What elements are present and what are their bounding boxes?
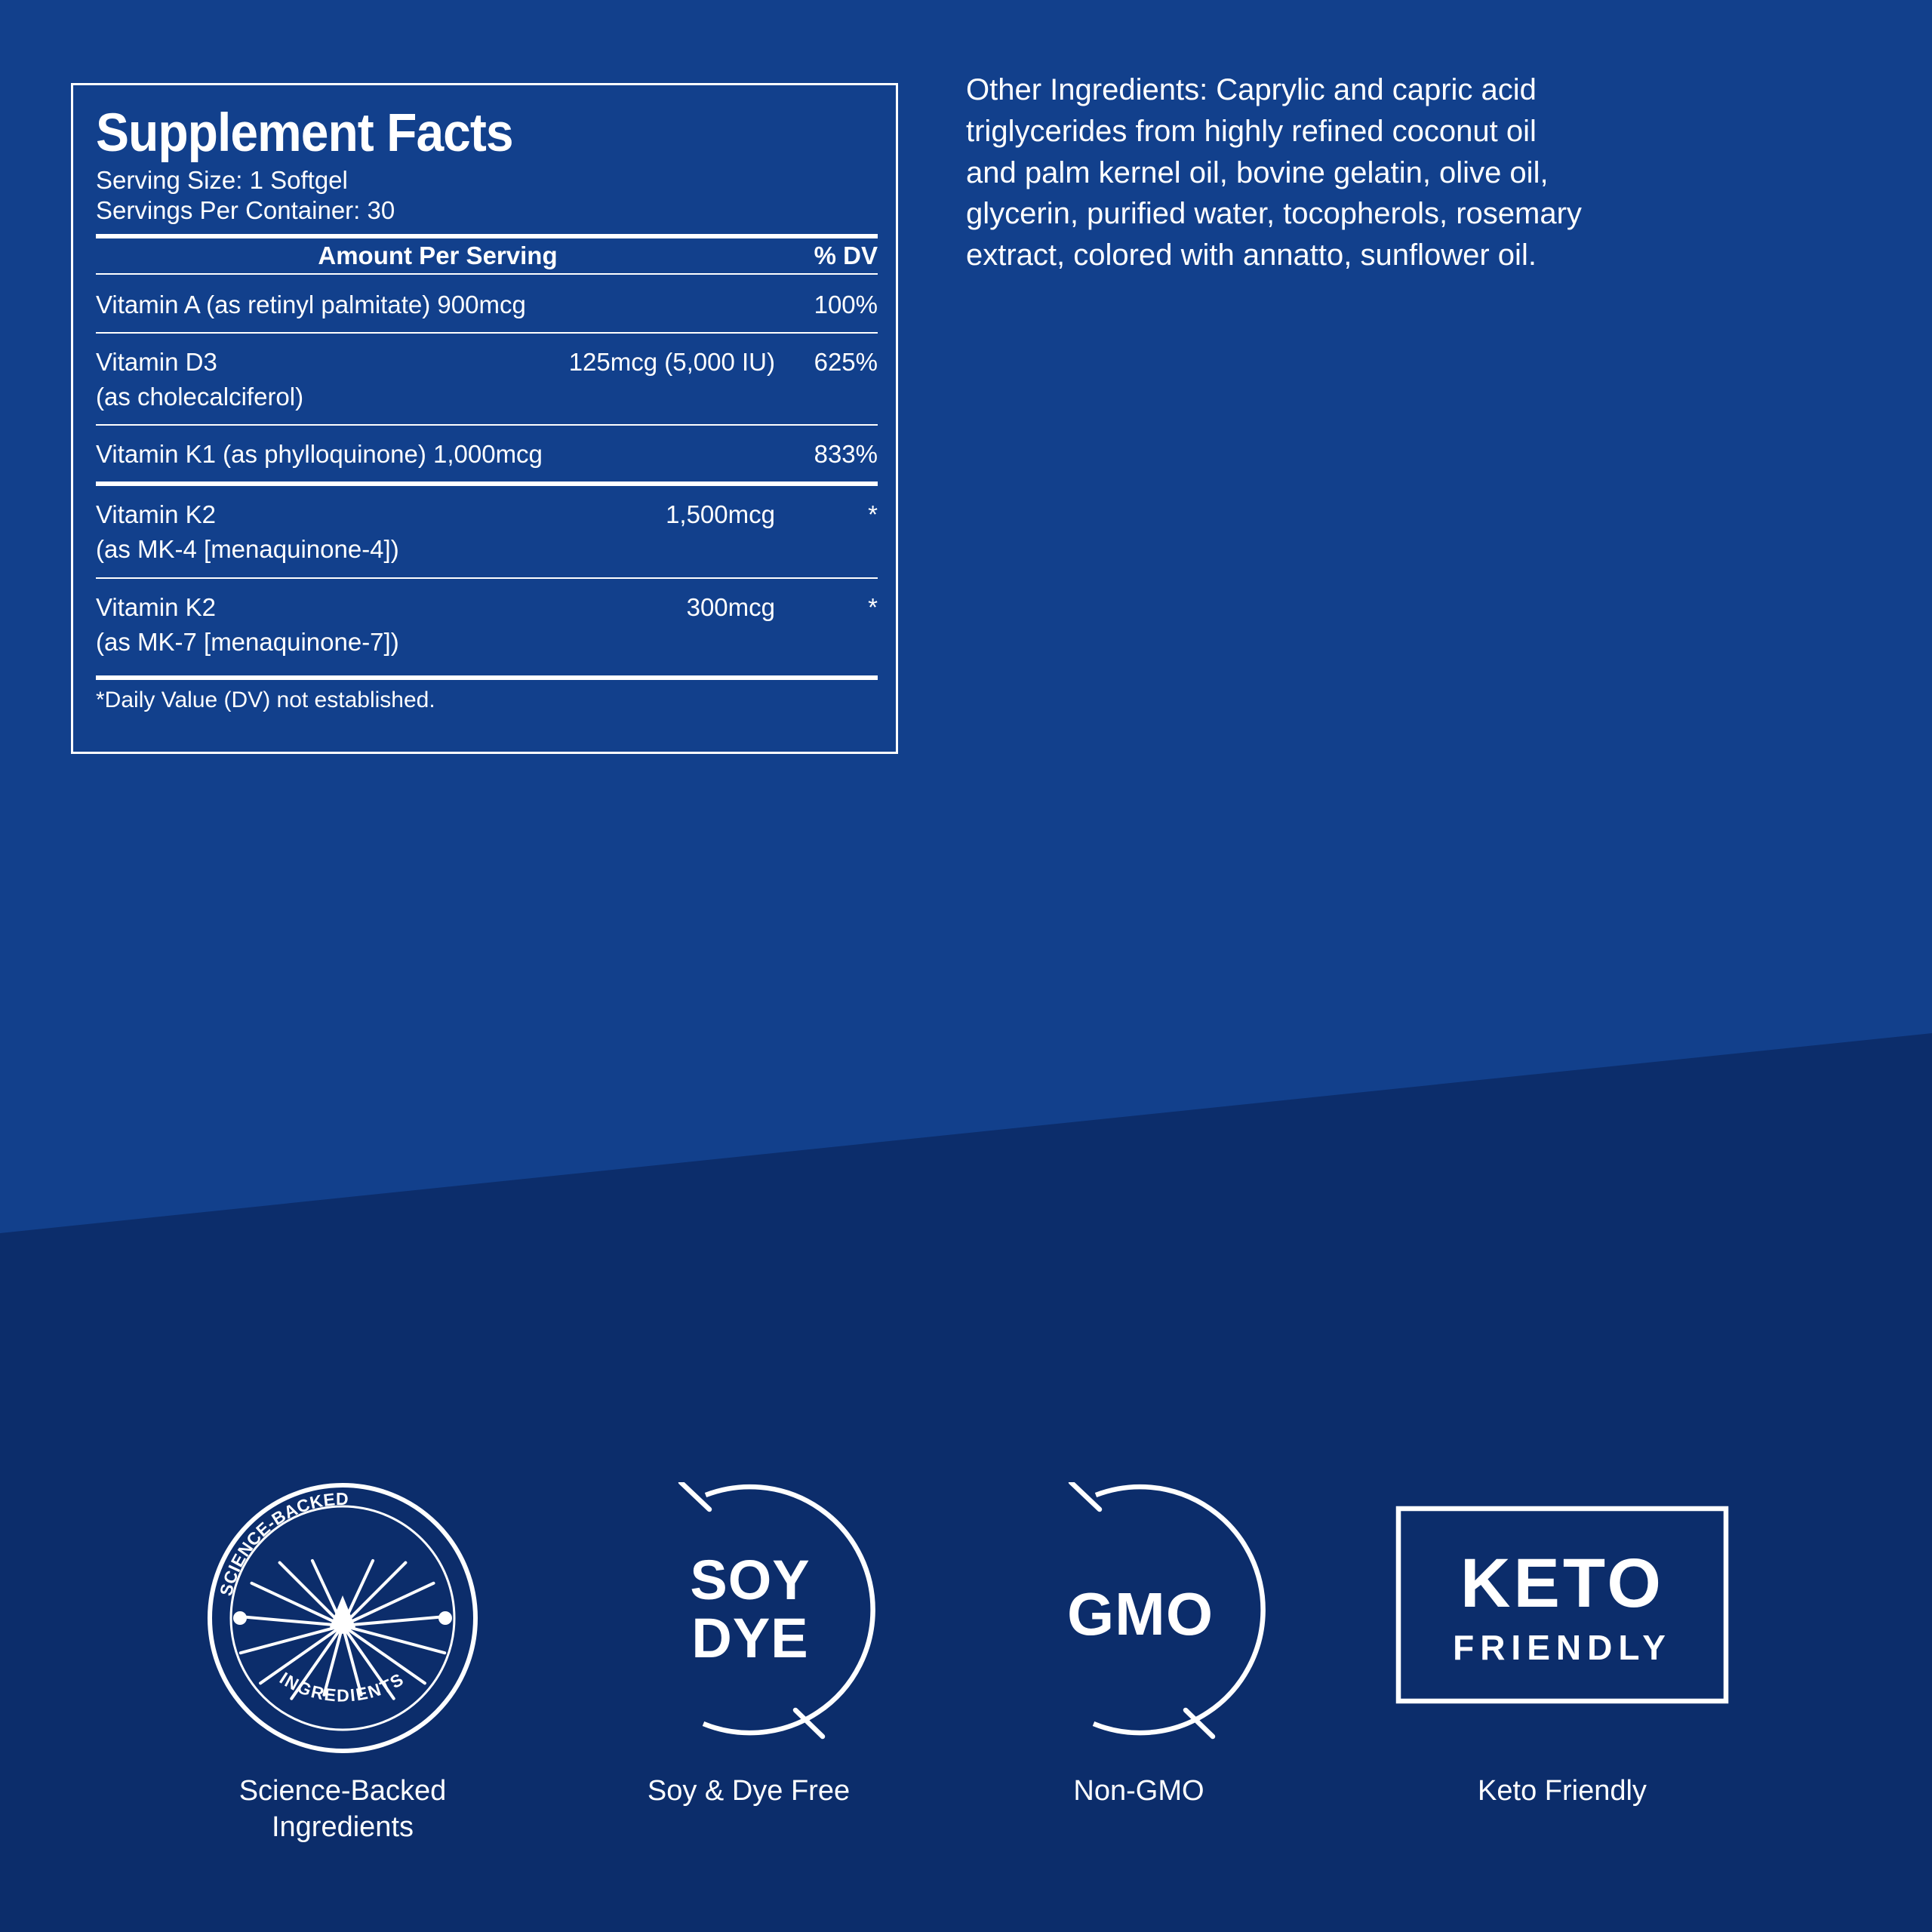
svg-text:FRIENDLY: FRIENDLY <box>1453 1628 1672 1667</box>
svg-text:GMO: GMO <box>1067 1580 1214 1647</box>
svg-text:SOY: SOY <box>690 1549 810 1611</box>
svg-text:DYE: DYE <box>691 1607 808 1669</box>
svg-text:SCIENCE-BACKED: SCIENCE-BACKED <box>216 1489 349 1598</box>
svg-text:KETO: KETO <box>1460 1545 1664 1622</box>
svg-text:INGREDIENTS: INGREDIENTS <box>276 1668 408 1705</box>
